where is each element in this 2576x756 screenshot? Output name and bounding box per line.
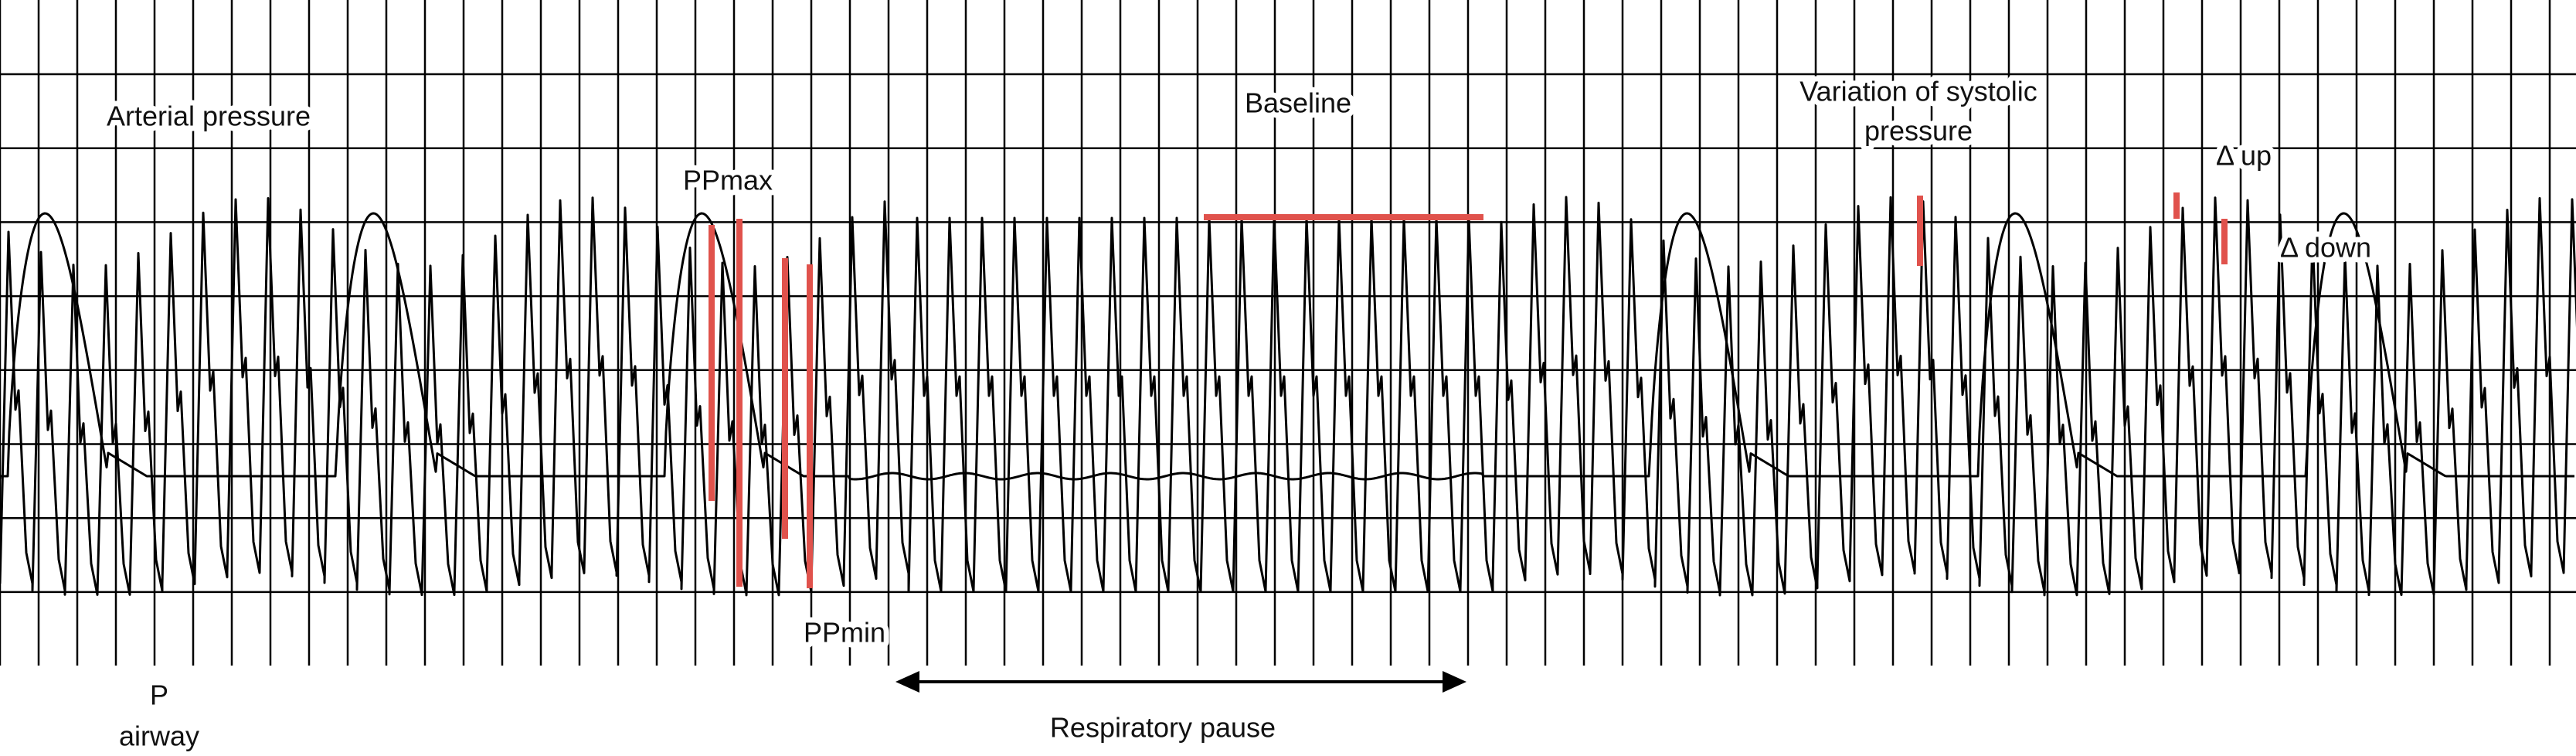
- label: Respiratory pause: [1050, 712, 1276, 744]
- label: airway: [119, 720, 199, 752]
- label: Variation of systolic: [1799, 76, 2037, 107]
- arterial-pressure-trace: [0, 196, 2576, 597]
- red-markers: [709, 192, 2228, 588]
- label: PPmax: [683, 165, 773, 196]
- label: PPmin: [804, 617, 885, 649]
- label: Baseline: [1245, 87, 1351, 119]
- pause-arrow: [895, 671, 1466, 693]
- label: P: [150, 679, 168, 711]
- label: pressure: [1864, 115, 1973, 147]
- label: Δ down: [2280, 232, 2371, 264]
- label: Arterial pressure: [107, 100, 311, 132]
- label: Δ up: [2216, 140, 2272, 172]
- arrow-head: [1443, 671, 1466, 693]
- arrow-head: [895, 671, 919, 693]
